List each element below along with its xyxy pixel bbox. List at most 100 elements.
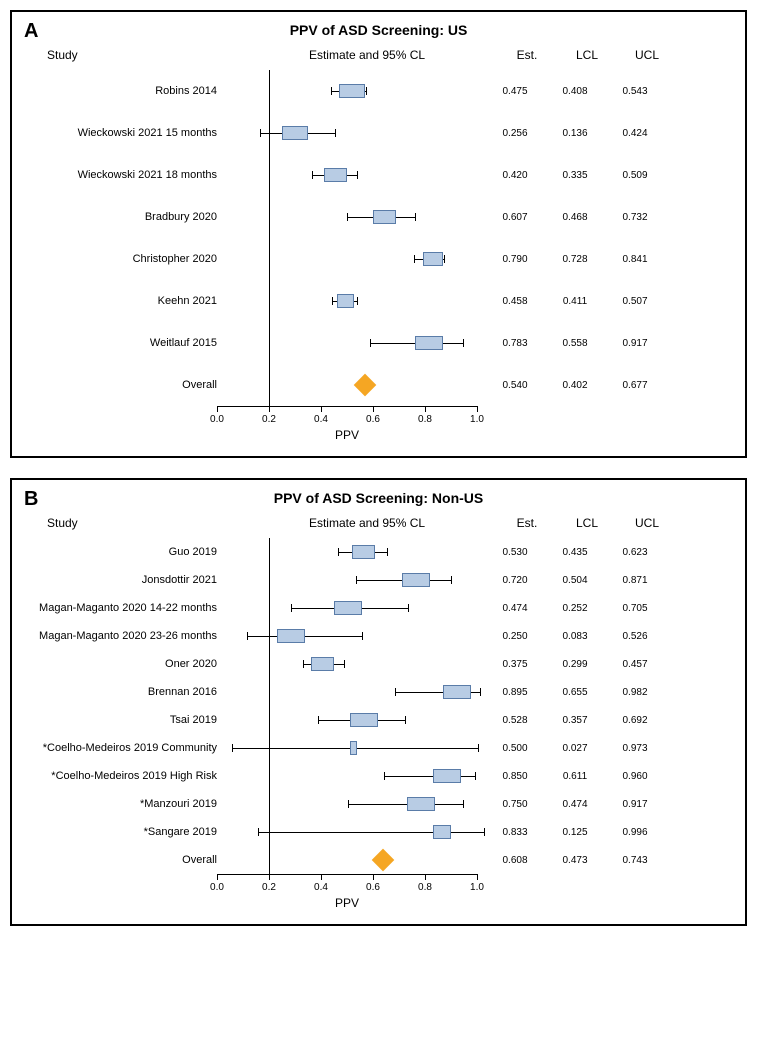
value-est: 0.528 <box>485 715 545 726</box>
axis-tick <box>373 874 374 880</box>
study-label: Christopher 2020 <box>27 253 225 265</box>
ci-cap-high <box>405 716 406 724</box>
plot-cell <box>225 70 485 112</box>
ci-cap-low <box>332 297 333 305</box>
plot-cell <box>225 566 485 594</box>
header-est: Est. <box>497 516 557 530</box>
forest-plot-panel: BPPV of ASD Screening: Non-USStudyEstima… <box>10 478 747 926</box>
x-axis: 0.00.20.40.60.81.0PPV <box>27 874 730 904</box>
axis-tick-label: 0.2 <box>262 882 276 893</box>
ci-cap-low <box>260 129 261 137</box>
estimate-box <box>337 294 355 308</box>
forest-row: Wieckowski 2021 15 months0.2560.1360.424 <box>27 112 730 154</box>
ci-cap-low <box>258 828 259 836</box>
header-ucl: UCL <box>617 516 677 530</box>
study-label: Guo 2019 <box>27 546 225 558</box>
forest-row: Weitlauf 20150.7830.5580.917 <box>27 322 730 364</box>
value-lcl: 0.136 <box>545 128 605 139</box>
plot-cell <box>225 678 485 706</box>
ci-cap-high <box>362 632 363 640</box>
value-est: 0.790 <box>485 254 545 265</box>
plot-cell <box>225 734 485 762</box>
axis-tick-label: 1.0 <box>470 414 484 425</box>
ci-cap-low <box>318 716 319 724</box>
estimate-box <box>350 713 378 727</box>
plot-cell <box>225 154 485 196</box>
value-est: 0.850 <box>485 771 545 782</box>
ci-cap-high <box>366 87 367 95</box>
axis-tick <box>321 406 322 412</box>
study-label: Overall <box>27 854 225 866</box>
axis-tick <box>425 874 426 880</box>
axis-tick <box>425 406 426 412</box>
plot-cell <box>225 650 485 678</box>
value-ucl: 0.982 <box>605 687 665 698</box>
ci-cap-high <box>463 339 464 347</box>
estimate-box <box>443 685 471 699</box>
panel-letter: B <box>24 488 38 511</box>
value-lcl: 0.299 <box>545 659 605 670</box>
ci-cap-low <box>331 87 332 95</box>
ci-line <box>348 804 463 805</box>
forest-row: Jonsdottir 20210.7200.5040.871 <box>27 566 730 594</box>
ci-cap-low <box>338 548 339 556</box>
forest-row: Wieckowski 2021 18 months0.4200.3350.509 <box>27 154 730 196</box>
ci-cap-high <box>475 772 476 780</box>
axis-tick-label: 1.0 <box>470 882 484 893</box>
header-estimate: Estimate and 95% CL <box>237 48 497 62</box>
value-lcl: 0.468 <box>545 212 605 223</box>
ci-cap-high <box>463 800 464 808</box>
ci-cap-low <box>232 744 233 752</box>
axis-tick-label: 0.2 <box>262 414 276 425</box>
value-est: 0.895 <box>485 687 545 698</box>
ci-cap-low <box>370 339 371 347</box>
column-headers: StudyEstimate and 95% CLEst.LCLUCL <box>27 48 730 62</box>
value-est: 0.458 <box>485 296 545 307</box>
ci-cap-high <box>408 604 409 612</box>
value-ucl: 0.677 <box>605 380 665 391</box>
estimate-box <box>334 601 362 615</box>
estimate-box <box>311 657 334 671</box>
forest-plot-panel: APPV of ASD Screening: USStudyEstimate a… <box>10 10 747 458</box>
value-ucl: 0.507 <box>605 296 665 307</box>
value-ucl: 0.623 <box>605 547 665 558</box>
value-est: 0.540 <box>485 380 545 391</box>
plot-cell <box>225 364 485 406</box>
value-lcl: 0.357 <box>545 715 605 726</box>
value-lcl: 0.083 <box>545 631 605 642</box>
estimate-box <box>402 573 430 587</box>
axis-tick <box>269 406 270 412</box>
study-label: *Manzouri 2019 <box>27 798 225 810</box>
value-lcl: 0.408 <box>545 86 605 97</box>
plot-cell <box>225 538 485 566</box>
estimate-box <box>423 252 443 266</box>
value-ucl: 0.996 <box>605 827 665 838</box>
value-lcl: 0.655 <box>545 687 605 698</box>
ci-cap-low <box>414 255 415 263</box>
plot-cell <box>225 196 485 238</box>
plot-cell <box>225 238 485 280</box>
value-est: 0.474 <box>485 603 545 614</box>
value-ucl: 0.692 <box>605 715 665 726</box>
ci-cap-low <box>247 632 248 640</box>
value-ucl: 0.960 <box>605 771 665 782</box>
value-lcl: 0.728 <box>545 254 605 265</box>
forest-row: *Sangare 20190.8330.1250.996 <box>27 818 730 846</box>
axis-tick-label: 0.6 <box>366 414 380 425</box>
plot-cell <box>225 112 485 154</box>
study-label: Magan-Maganto 2020 23-26 months <box>27 630 225 642</box>
estimate-box <box>350 741 357 755</box>
plot-cell <box>225 706 485 734</box>
ci-cap-low <box>356 576 357 584</box>
forest-row: Keehn 20210.4580.4110.507 <box>27 280 730 322</box>
ci-cap-high <box>415 213 416 221</box>
value-ucl: 0.543 <box>605 86 665 97</box>
value-ucl: 0.973 <box>605 743 665 754</box>
value-lcl: 0.474 <box>545 799 605 810</box>
forest-row: Tsai 20190.5280.3570.692 <box>27 706 730 734</box>
axis-tick <box>217 406 218 412</box>
estimate-box <box>352 545 375 559</box>
value-lcl: 0.504 <box>545 575 605 586</box>
ci-cap-low <box>347 213 348 221</box>
ci-cap-low <box>312 171 313 179</box>
